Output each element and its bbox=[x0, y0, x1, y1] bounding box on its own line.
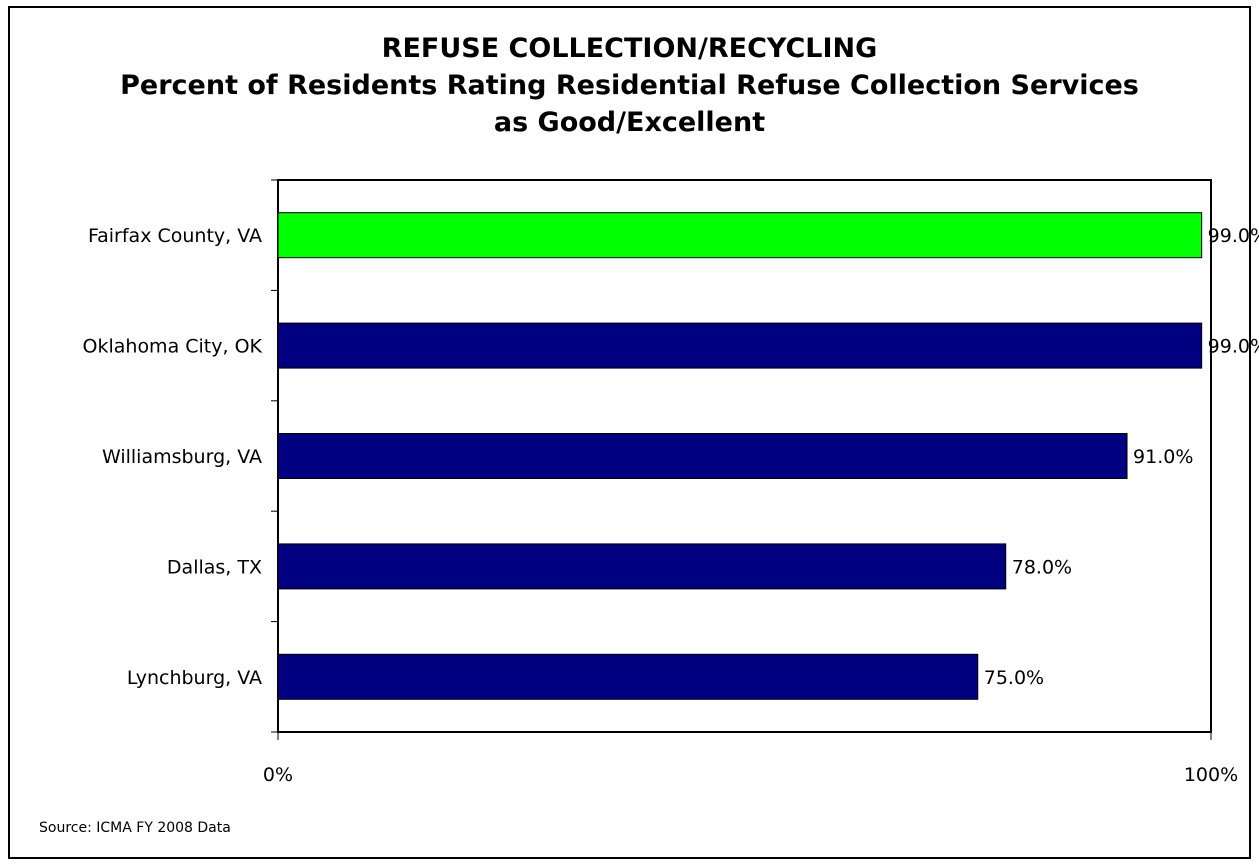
bar bbox=[277, 322, 1203, 369]
chart-frame bbox=[8, 6, 1251, 859]
chart-title-line-2: Percent of Residents Rating Residential … bbox=[120, 70, 1139, 101]
category-label: Fairfax County, VA bbox=[88, 225, 262, 247]
bar bbox=[277, 543, 1007, 590]
x-tick-label: 100% bbox=[1184, 764, 1238, 786]
value-label: 91.0% bbox=[1133, 446, 1193, 468]
bar bbox=[277, 212, 1203, 259]
category-label: Williamsburg, VA bbox=[102, 446, 262, 468]
value-label: 78.0% bbox=[1012, 556, 1072, 578]
x-tick-label: 0% bbox=[263, 764, 293, 786]
value-label: 99.0% bbox=[1208, 336, 1259, 358]
bar bbox=[277, 433, 1128, 479]
chart-title: REFUSE COLLECTION/RECYCLING Percent of R… bbox=[0, 30, 1259, 141]
bar bbox=[277, 653, 979, 700]
source-note: Source: ICMA FY 2008 Data bbox=[39, 820, 231, 836]
chart-title-line-3: as Good/Excellent bbox=[493, 107, 766, 138]
category-label: Dallas, TX bbox=[167, 556, 262, 578]
category-label: Lynchburg, VA bbox=[127, 667, 262, 689]
value-label: 99.0% bbox=[1208, 225, 1259, 247]
chart-title-line-1: REFUSE COLLECTION/RECYCLING bbox=[381, 33, 878, 64]
value-label: 75.0% bbox=[984, 667, 1044, 689]
category-label: Oklahoma City, OK bbox=[83, 336, 263, 358]
